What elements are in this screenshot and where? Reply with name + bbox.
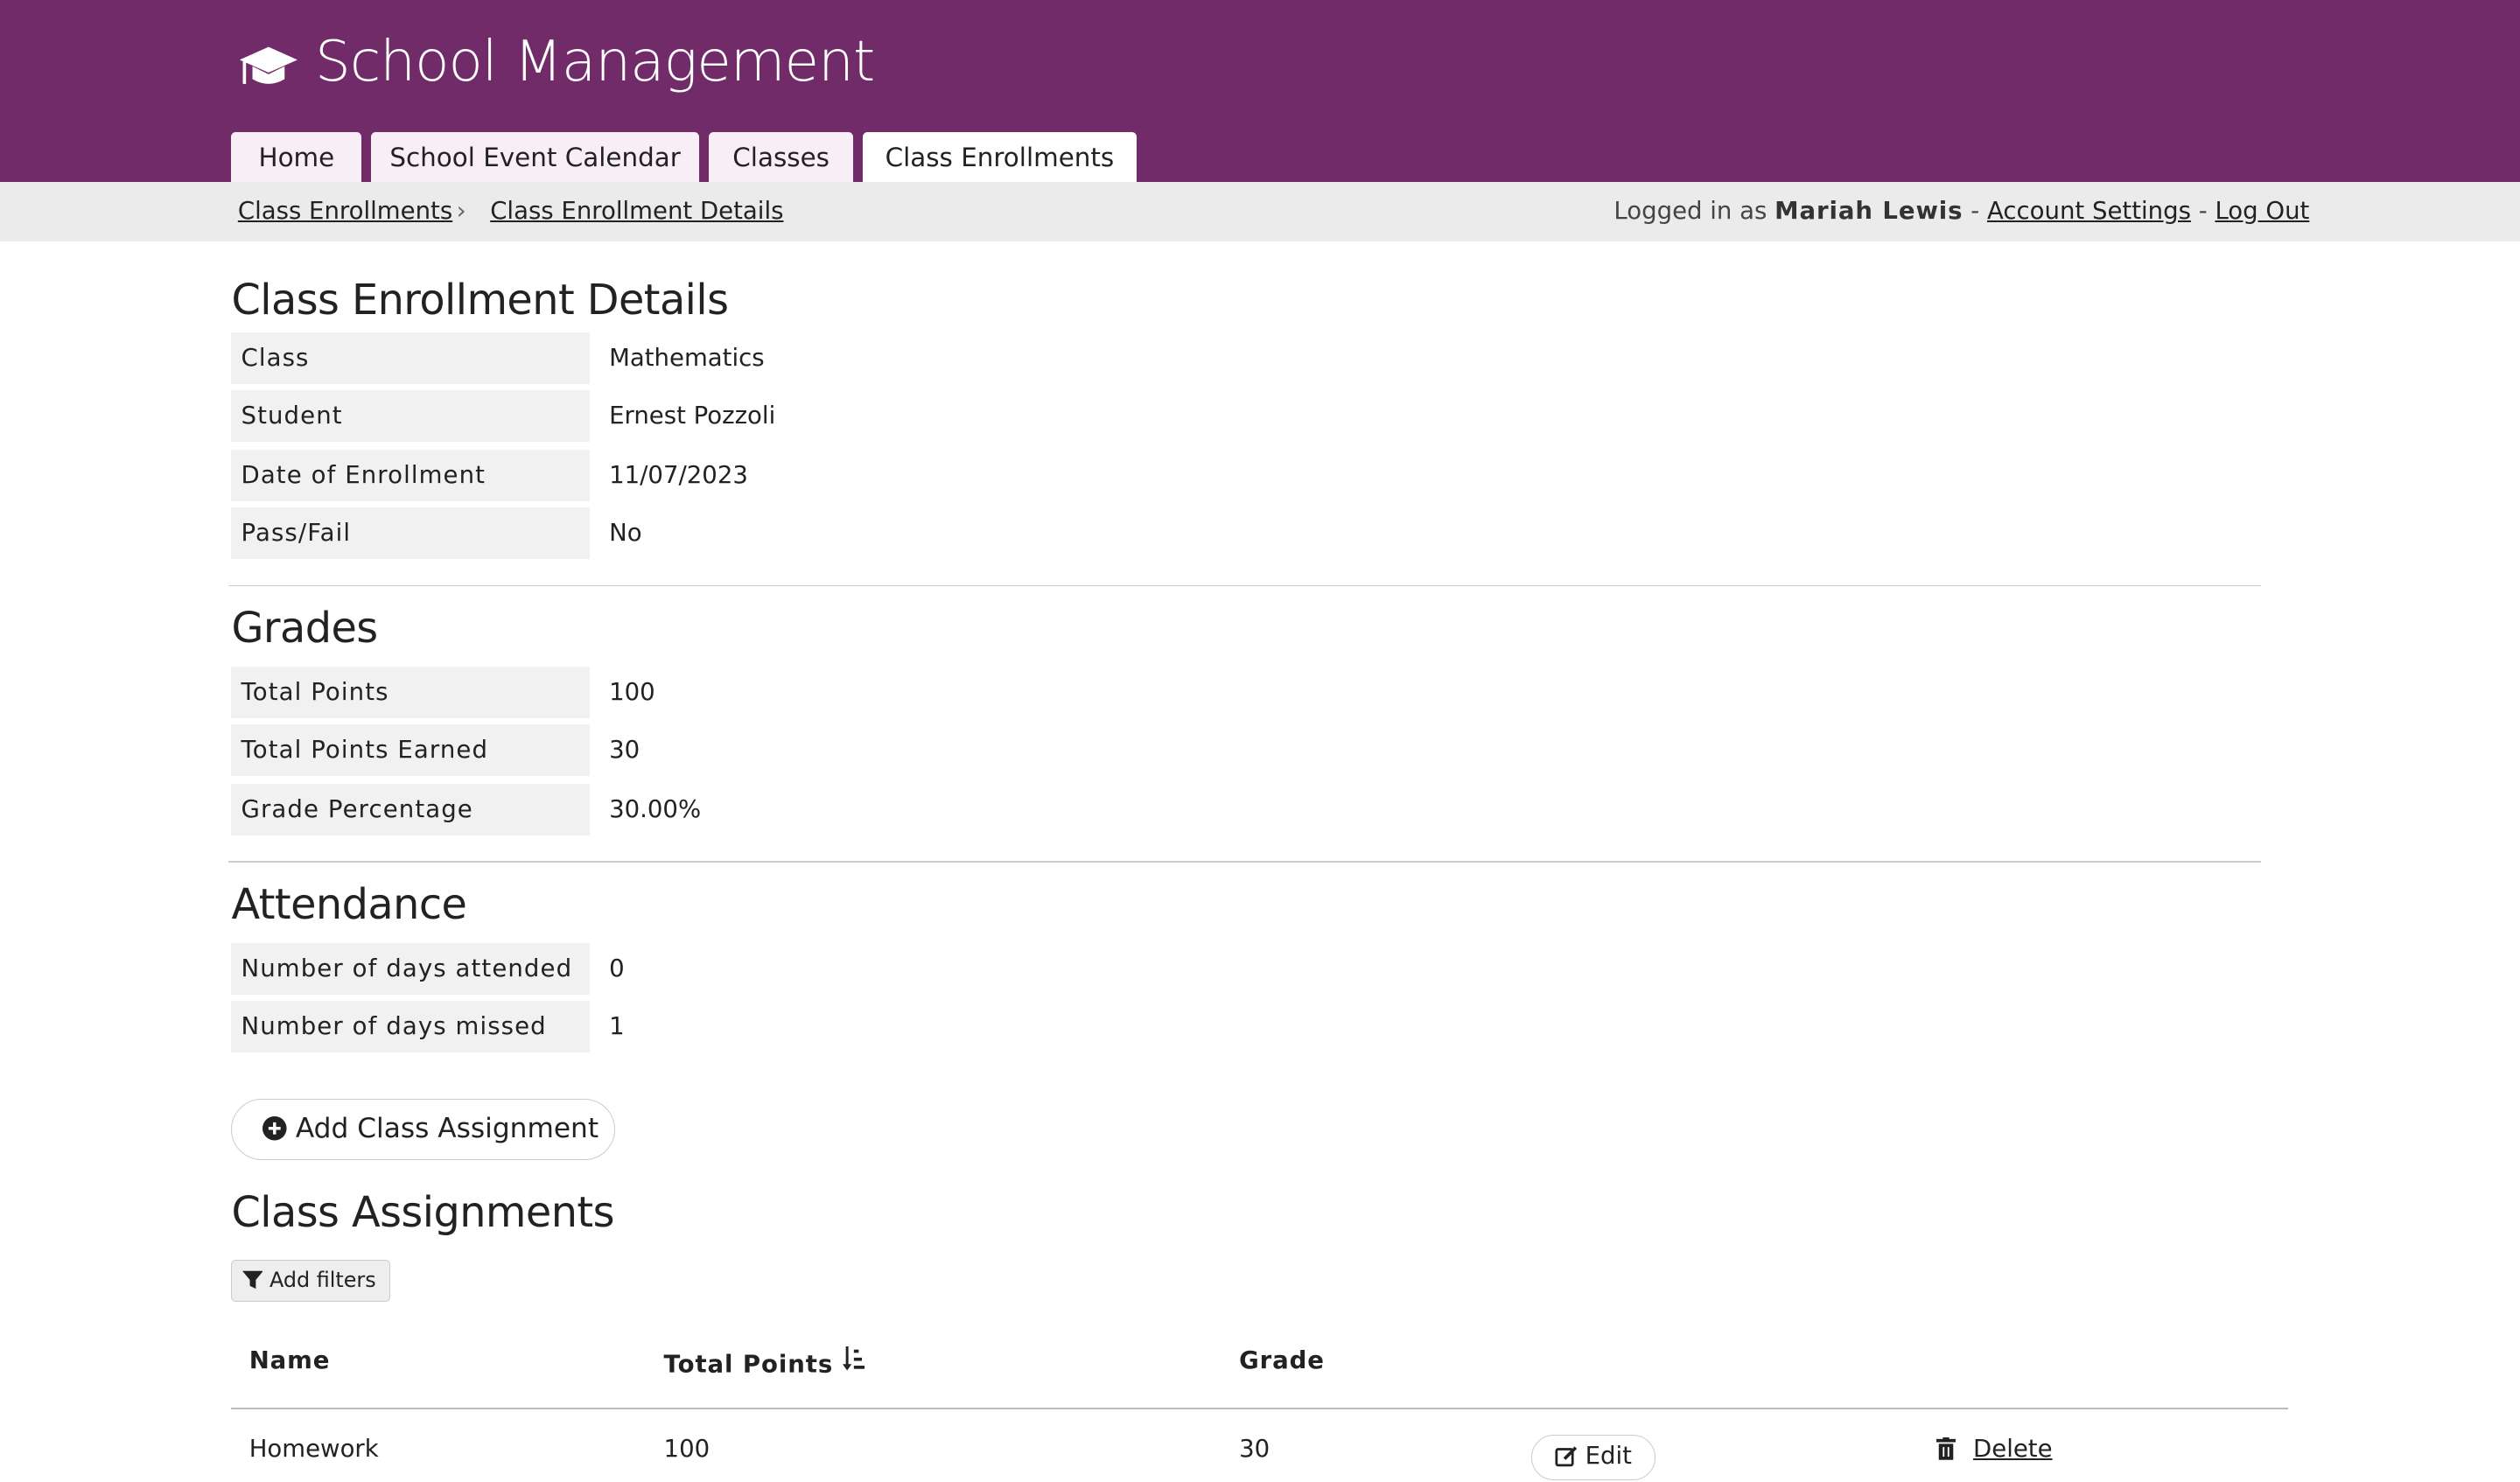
divider — [228, 861, 2262, 863]
breadcrumb-separator: › — [456, 196, 466, 225]
graduation-cap-icon — [239, 46, 298, 84]
plus-circle-icon — [262, 1116, 287, 1141]
filter-icon — [242, 1270, 263, 1289]
add-class-assignment-label: Add Class Assignment — [295, 1113, 599, 1145]
divider — [228, 584, 2262, 587]
label-total-points: Total Points — [231, 667, 591, 718]
label-total-points-earned: Total Points Earned — [231, 724, 591, 777]
details-title: Class Enrollment Details — [231, 276, 729, 325]
edit-icon — [1555, 1446, 1578, 1467]
tab-home[interactable]: Home — [231, 131, 362, 182]
separator: - — [2198, 196, 2208, 225]
separator: - — [1970, 196, 1980, 225]
breadcrumb-class-enrollment-details[interactable]: Class Enrollment Details — [490, 196, 784, 225]
tab-school-event-calendar[interactable]: School Event Calendar — [371, 131, 699, 182]
table-header-divider — [231, 1407, 2289, 1409]
value-date-of-enrollment: 11/07/2023 — [609, 461, 748, 490]
edit-label: Edit — [1585, 1442, 1632, 1471]
log-out-link[interactable]: Log Out — [2215, 196, 2310, 225]
add-class-assignment-button[interactable]: Add Class Assignment — [231, 1099, 616, 1161]
value-days-missed: 1 — [609, 1012, 625, 1041]
add-filters-label: Add filters — [269, 1267, 376, 1292]
value-grade-percentage: 30.00% — [609, 795, 702, 824]
add-filters-button[interactable]: Add filters — [231, 1259, 391, 1302]
cell-name: Homework — [248, 1435, 379, 1464]
user-info: Logged in as Mariah Lewis - Account Sett… — [1614, 182, 2309, 241]
value-days-attended: 0 — [609, 954, 625, 983]
label-days-attended: Number of days attended — [231, 943, 591, 995]
edit-button[interactable]: Edit — [1531, 1435, 1656, 1480]
attendance-title: Attendance — [231, 880, 467, 929]
value-total-points: 100 — [609, 678, 655, 707]
label-class: Class — [231, 332, 591, 384]
assignments-title: Class Assignments — [231, 1189, 614, 1238]
tab-classes[interactable]: Classes — [708, 131, 854, 182]
label-days-missed: Number of days missed — [231, 1001, 591, 1053]
logged-in-label: Logged in as — [1614, 196, 1768, 225]
label-date-of-enrollment: Date of Enrollment — [231, 450, 591, 502]
label-pass-fail: Pass/Fail — [231, 507, 591, 560]
value-total-points-earned: 30 — [609, 736, 640, 765]
grades-title: Grades — [231, 604, 378, 653]
breadcrumb-bar: Class Enrollments › Class Enrollment Det… — [0, 181, 2520, 241]
account-settings-link[interactable]: Account Settings — [1986, 196, 2191, 225]
user-name: Mariah Lewis — [1774, 196, 1964, 225]
column-header-total-points[interactable]: Total Points — [663, 1346, 865, 1379]
trash-icon — [1936, 1437, 1956, 1460]
sort-descending-icon[interactable] — [842, 1346, 865, 1372]
value-student: Ernest Pozzoli — [609, 402, 776, 430]
cell-grade: 30 — [1239, 1435, 1270, 1464]
label-grade-percentage: Grade Percentage — [231, 784, 591, 836]
value-pass-fail: No — [609, 519, 642, 548]
label-student: Student — [231, 390, 591, 443]
value-class: Mathematics — [609, 344, 765, 373]
column-header-name[interactable]: Name — [248, 1346, 331, 1375]
app-title: School Management — [314, 29, 875, 95]
delete-link[interactable]: Delete — [1936, 1435, 2053, 1464]
delete-label[interactable]: Delete — [1973, 1435, 2053, 1464]
column-label: Total Points — [663, 1350, 834, 1379]
column-header-grade[interactable]: Grade — [1239, 1346, 1325, 1375]
tab-class-enrollments[interactable]: Class Enrollments — [863, 131, 1137, 182]
breadcrumb-class-enrollments[interactable]: Class Enrollments — [237, 196, 453, 225]
cell-total-points: 100 — [663, 1435, 710, 1464]
